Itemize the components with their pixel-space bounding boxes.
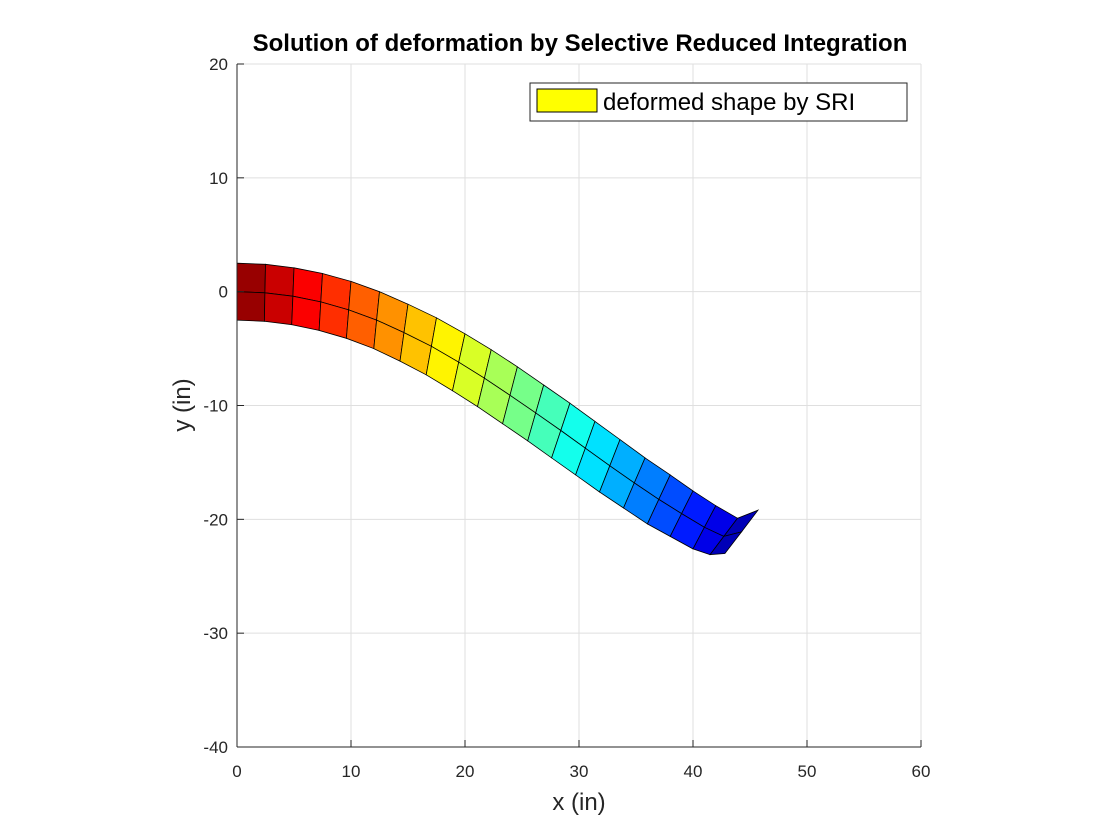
- y-tick-label: 10: [209, 169, 228, 188]
- chart-title: Solution of deformation by Selective Red…: [253, 30, 908, 57]
- x-tick-label: 40: [684, 762, 703, 781]
- y-tick-label: 0: [219, 283, 228, 302]
- x-tick-label: 10: [342, 762, 361, 781]
- y-tick-label: -10: [203, 397, 228, 416]
- mesh-element: [236, 291, 266, 322]
- legend: deformed shape by SRI: [529, 82, 908, 122]
- y-axis-label: y (in): [169, 378, 196, 431]
- legend-swatch: [536, 88, 598, 113]
- axes: 0 10 20 30 40 50 60 20 10 0 -10 -20 -30 -40: [203, 55, 930, 781]
- legend-label: deformed shape by SRI: [603, 89, 855, 116]
- mesh-element: [236, 262, 266, 294]
- x-axis-label: x (in): [552, 789, 605, 816]
- x-tick-label: 60: [912, 762, 931, 781]
- x-tick-label: 0: [232, 762, 241, 781]
- mesh-element: [709, 531, 743, 556]
- mesh-element: [264, 263, 295, 297]
- mesh-element: [263, 292, 294, 326]
- y-tick-label: -20: [203, 510, 228, 529]
- y-tick-label: -30: [203, 624, 228, 643]
- grid-layer: [236, 63, 922, 748]
- x-tick-label: 20: [456, 762, 475, 781]
- deformed-mesh: [236, 262, 760, 556]
- y-tick-label: 20: [209, 55, 228, 74]
- x-tick-label: 50: [798, 762, 817, 781]
- y-tick-label: -40: [203, 738, 228, 757]
- mesh-element: [291, 295, 322, 331]
- x-tick-label: 30: [570, 762, 589, 781]
